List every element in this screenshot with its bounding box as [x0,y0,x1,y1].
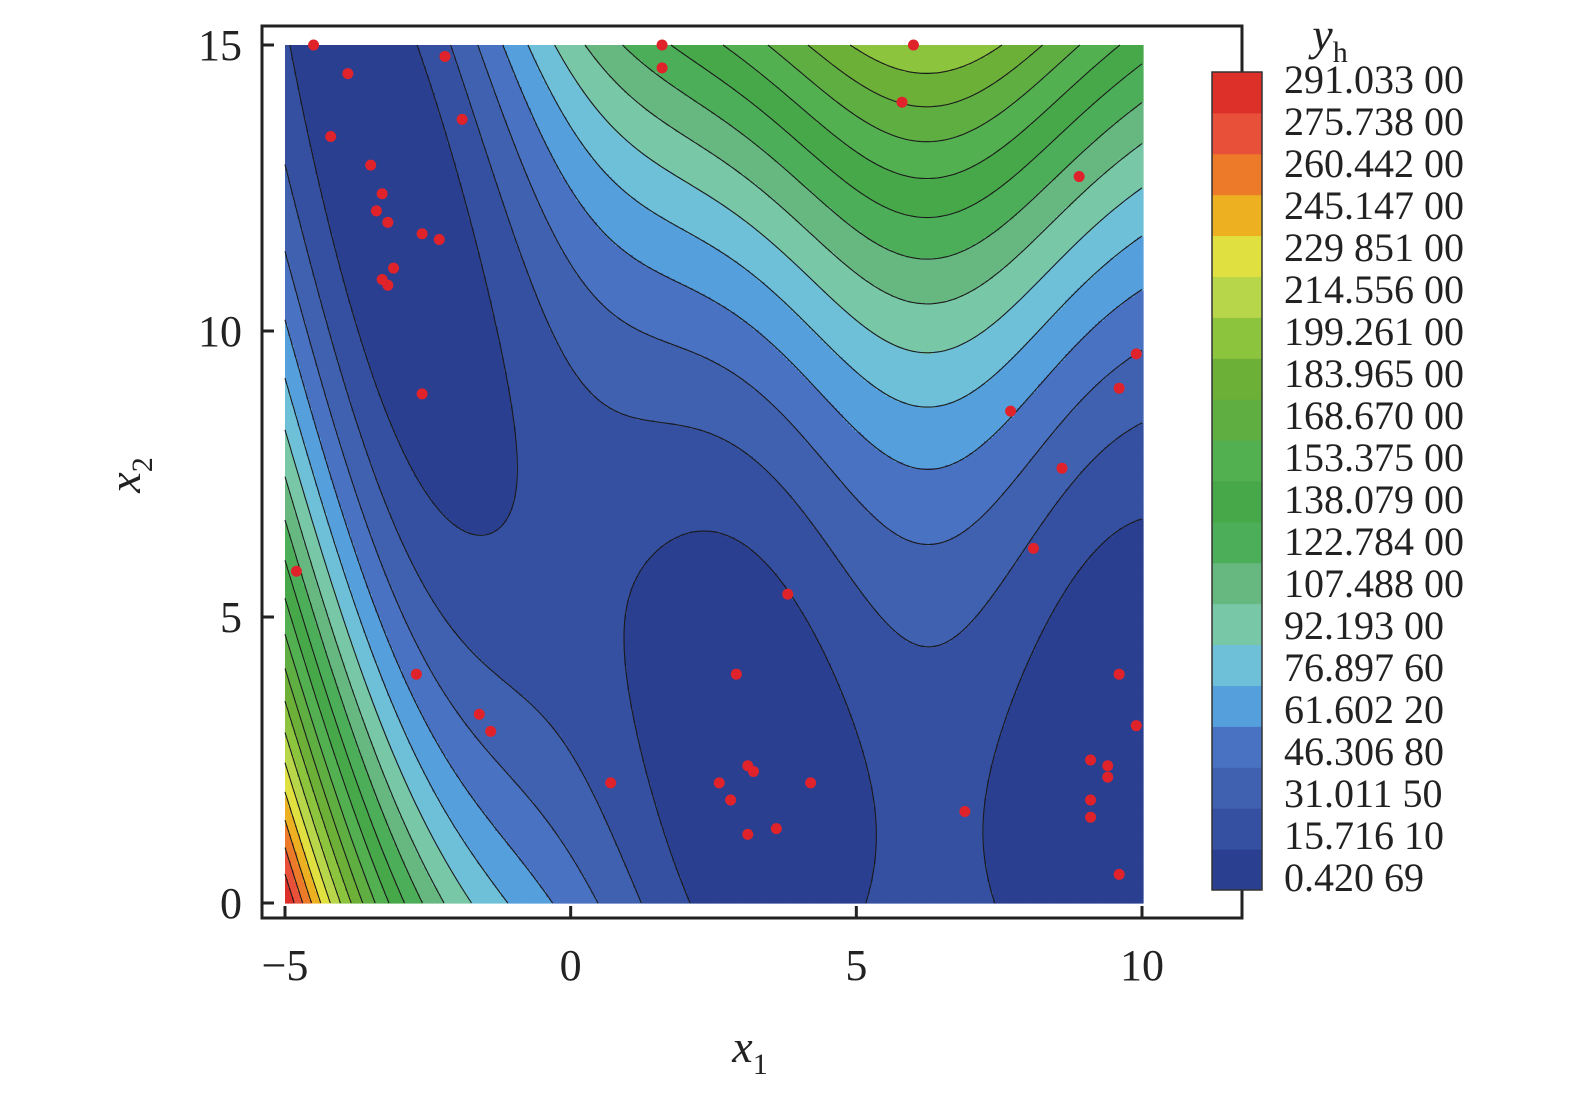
contour-fill [285,45,1144,904]
